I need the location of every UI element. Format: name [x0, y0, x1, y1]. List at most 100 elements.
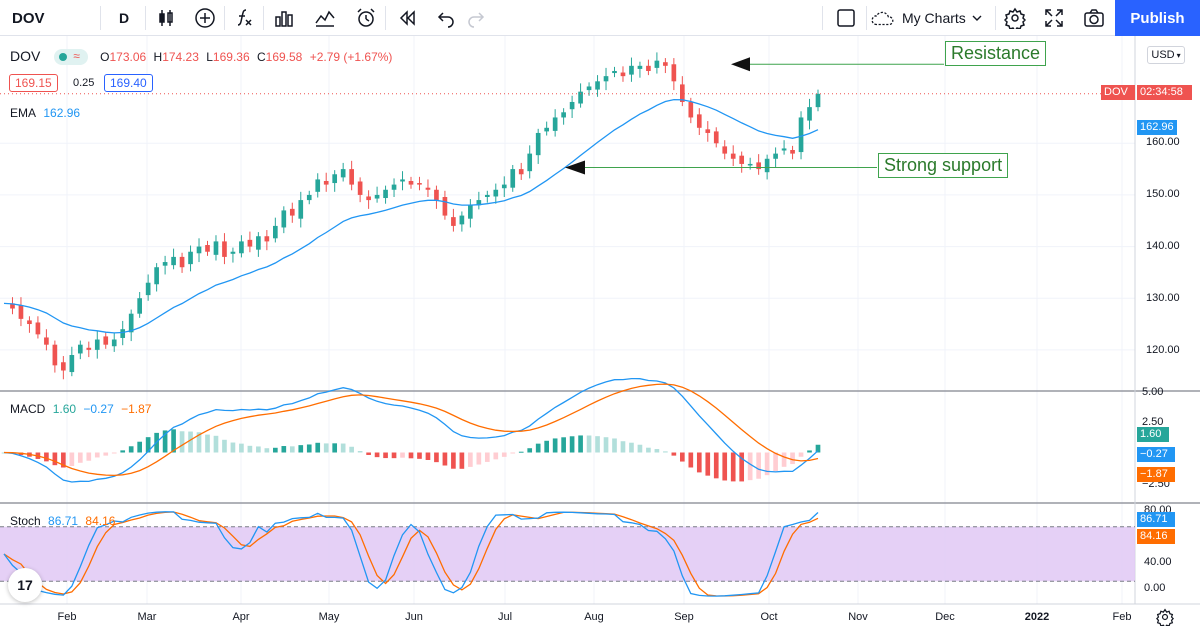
- close-label: C: [256, 50, 266, 64]
- candle-body: [629, 65, 634, 75]
- macd-histogram-bar: [94, 452, 100, 458]
- sell-price-box[interactable]: 169.15: [9, 74, 58, 92]
- macd-histogram-bar: [722, 452, 728, 481]
- gear-icon[interactable]: [1156, 608, 1174, 626]
- macd-hist-value: 1.60: [52, 402, 77, 416]
- support-annotation[interactable]: Strong support: [878, 153, 1009, 178]
- macd-histogram-bar: [434, 452, 439, 463]
- fullscreen-icon[interactable]: [1041, 0, 1067, 36]
- ema-line: [3, 98, 819, 334]
- macd-signal-badge: −1.87: [1137, 467, 1175, 482]
- toolbar-divider: [822, 6, 823, 30]
- macd-histogram-bar: [315, 442, 321, 453]
- function-icon[interactable]: [231, 0, 257, 36]
- time-tick: May: [318, 611, 340, 623]
- top-toolbar: DOV D My Charts: [0, 0, 1200, 36]
- stoch-legend[interactable]: Stoch 86.71 84.16: [10, 514, 119, 528]
- undo-icon[interactable]: [433, 0, 459, 36]
- candle-body: [111, 339, 117, 347]
- macd-histogram-bar: [654, 449, 660, 453]
- interval-button[interactable]: D: [118, 10, 130, 26]
- candle-body: [179, 256, 185, 268]
- candle-body: [595, 81, 600, 90]
- my-charts-label: My Charts: [902, 10, 966, 26]
- add-indicator-icon[interactable]: [192, 0, 218, 36]
- high-label: H: [153, 50, 163, 64]
- candle-body: [247, 239, 253, 247]
- candle-body: [230, 251, 236, 254]
- price-tick: 130.00: [1146, 292, 1180, 304]
- ema-legend[interactable]: EMA 162.96: [10, 106, 84, 120]
- macd-histogram-bar: [730, 452, 736, 482]
- macd-line: [3, 377, 819, 483]
- candle-body: [77, 344, 83, 354]
- macd-histogram-bar: [807, 450, 812, 453]
- legend-symbol[interactable]: DOV: [10, 48, 41, 64]
- publish-button[interactable]: Publish: [1115, 0, 1200, 36]
- chart-area[interactable]: DOV ≈ O173.06 H174.23 L169.36 C169.58 +2…: [0, 36, 1200, 630]
- my-charts-button[interactable]: My Charts: [870, 0, 982, 36]
- candle-body: [374, 194, 380, 199]
- macd-histogram-bar: [578, 435, 583, 453]
- stoch-tick: 40.00: [1144, 556, 1172, 568]
- macd-histogram-bar: [756, 452, 761, 479]
- candles-icon[interactable]: [153, 0, 179, 36]
- resistance-annotation[interactable]: Resistance: [945, 41, 1047, 66]
- macd-histogram-bar: [264, 448, 270, 453]
- macd-histogram-bar: [188, 431, 193, 453]
- candle-body: [239, 241, 244, 254]
- candle-body: [383, 189, 388, 199]
- candle-body: [713, 131, 719, 144]
- bar-compare-icon[interactable]: [271, 0, 297, 36]
- macd-histogram-bar: [569, 436, 575, 453]
- candle-body: [646, 65, 651, 71]
- line-chart-icon[interactable]: [312, 0, 338, 36]
- time-tick: Jul: [497, 611, 513, 623]
- symbol-search-button[interactable]: DOV: [12, 9, 45, 27]
- macd-legend[interactable]: MACD 1.60 −0.27 −1.87: [10, 402, 155, 416]
- camera-icon[interactable]: [1081, 0, 1107, 36]
- stoch-k-badge: 86.71: [1137, 512, 1175, 527]
- macd-histogram-bar: [646, 447, 651, 453]
- candle-body: [162, 262, 168, 266]
- candle-body: [213, 241, 219, 255]
- candle-body: [222, 241, 227, 257]
- visibility-toggle-icon[interactable]: ≈: [54, 49, 89, 66]
- macd-histogram-bar: [52, 452, 58, 466]
- replay-icon[interactable]: [394, 0, 420, 36]
- candle-body: [188, 251, 193, 265]
- support-arrowhead: [565, 160, 585, 175]
- macd-histogram-bar: [383, 452, 388, 459]
- buy-price-box[interactable]: 169.40: [104, 74, 153, 92]
- gear-icon[interactable]: [1002, 0, 1028, 36]
- low-value: 169.36: [212, 50, 250, 64]
- macd-histogram-bar: [61, 452, 66, 468]
- candle-body: [94, 339, 100, 350]
- candle-body: [61, 362, 66, 371]
- candle-body: [493, 189, 499, 197]
- macd-histogram-bar: [705, 452, 711, 476]
- macd-histogram-bar: [790, 452, 795, 465]
- macd-histogram-bar: [273, 447, 278, 453]
- macd-histogram-bar: [629, 442, 634, 453]
- currency-select[interactable]: USD ▾: [1147, 46, 1185, 64]
- macd-histogram-bar: [366, 452, 371, 455]
- ema-label: EMA: [10, 106, 37, 120]
- candle-body: [696, 114, 702, 128]
- chevron-down-icon: [972, 15, 982, 21]
- macd-histogram-bar: [137, 441, 142, 453]
- tradingview-logo[interactable]: 17: [8, 568, 42, 602]
- alert-icon[interactable]: [353, 0, 379, 36]
- macd-histogram-bar: [306, 444, 312, 453]
- time-tick: Mar: [137, 611, 157, 623]
- macd-histogram-bar: [281, 446, 287, 453]
- price-tick: 150.00: [1146, 188, 1180, 200]
- redo-icon[interactable]: [463, 0, 489, 36]
- macd-histogram-bar: [247, 445, 253, 453]
- candle-body: [552, 117, 558, 131]
- macd-histogram-bar: [44, 452, 49, 462]
- chart-canvas[interactable]: [0, 36, 1200, 630]
- candle-body: [544, 127, 549, 132]
- layout-icon[interactable]: [833, 0, 859, 36]
- time-tick: Apr: [232, 611, 250, 623]
